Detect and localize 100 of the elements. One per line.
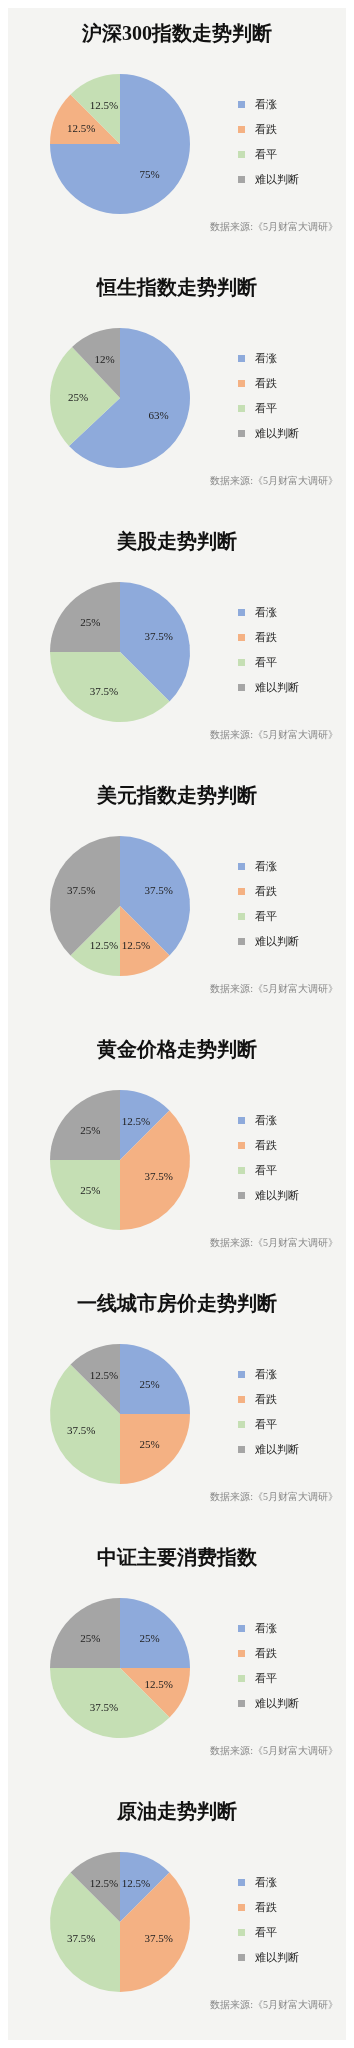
legend-label: 看平 (255, 910, 277, 922)
legend-label: 难以判断 (255, 1951, 299, 1963)
pie-slice (120, 1872, 190, 1992)
legend-label: 看平 (255, 1926, 277, 1938)
legend-label: 看跌 (255, 1393, 277, 1405)
legend-label: 看跌 (255, 1647, 277, 1659)
pie-slice (70, 1852, 120, 1922)
source-note: 数据来源:《5月财富大调研》 (210, 1237, 338, 1248)
chart-title: 原油走势判断 (116, 1800, 237, 1822)
chart-title: 一线城市房价走势判断 (77, 1292, 277, 1314)
legend-label: 看跌 (255, 631, 277, 643)
legend-label: 难以判断 (255, 681, 299, 693)
pie-slice (120, 1090, 170, 1160)
source-note: 数据来源:《5月财富大调研》 (210, 1999, 338, 2010)
legend-label: 看涨 (255, 1876, 277, 1888)
pie-slice (70, 74, 120, 144)
legend-label: 难以判断 (255, 935, 299, 947)
source-note: 数据来源:《5月财富大调研》 (210, 1745, 338, 1756)
data-label: 12.5% (121, 938, 151, 951)
pie-slice (120, 1414, 190, 1484)
legend-label: 看涨 (255, 98, 277, 110)
data-label: 12% (94, 352, 115, 365)
source-note: 数据来源:《5月财富大调研》 (210, 475, 338, 486)
data-label: 75% (139, 167, 160, 180)
data-label: 12.5% (144, 1678, 174, 1691)
data-label: 37.5% (144, 1932, 174, 1945)
legend-label: 难以判断 (255, 427, 299, 439)
pie-slice (120, 1852, 170, 1922)
data-label: 25% (80, 1632, 101, 1645)
source-note: 数据来源:《5月财富大调研》 (210, 221, 338, 232)
legend-label: 看跌 (255, 1139, 277, 1151)
data-label: 12.5% (89, 99, 119, 112)
pie-slice (50, 652, 170, 722)
pie-slice (50, 836, 120, 956)
pie-slice (120, 1668, 190, 1718)
data-label: 37.5% (89, 1700, 119, 1713)
legend-label: 看涨 (255, 606, 277, 618)
data-label: 25% (80, 616, 101, 629)
pie-slice (50, 1598, 120, 1668)
legend-label: 难以判断 (255, 1697, 299, 1709)
data-label: 37.5% (66, 883, 96, 896)
data-label: 37.5% (144, 883, 174, 896)
legend-label: 看平 (255, 656, 277, 668)
data-label: 12.5% (66, 121, 96, 134)
chart-title: 中证主要消费指数 (97, 1546, 258, 1568)
chart-title: 沪深300指数走势判断 (81, 22, 272, 44)
legend-label: 看涨 (255, 1368, 277, 1380)
legend-label: 看涨 (255, 1114, 277, 1126)
pie-slice (120, 1344, 190, 1414)
pie-slice (50, 1872, 120, 1992)
pie-slice (120, 1598, 190, 1668)
pie-slice (50, 74, 190, 214)
data-label: 25% (80, 1183, 101, 1196)
data-label: 63% (148, 408, 169, 421)
pie-slice (50, 1160, 120, 1230)
data-label: 25% (80, 1124, 101, 1137)
pie-slice (70, 1344, 120, 1414)
pie-slice (120, 582, 190, 702)
legend-label: 看涨 (255, 1622, 277, 1634)
legend-label: 看跌 (255, 885, 277, 897)
pie-slice (68, 328, 190, 468)
data-label: 25% (139, 1437, 160, 1450)
source-note: 数据来源:《5月财富大调研》 (210, 983, 338, 994)
legend-label: 难以判断 (255, 173, 299, 185)
chart-title: 恒生指数走势判断 (95, 276, 257, 298)
data-label: 25% (139, 1632, 160, 1645)
pie-slice (120, 1110, 190, 1230)
chart-title: 美元指数走势判断 (96, 784, 257, 806)
data-label: 37.5% (144, 629, 174, 642)
data-label: 37.5% (66, 1932, 96, 1945)
pie-slice (120, 906, 170, 976)
legend-label: 看平 (255, 402, 277, 414)
legend-label: 看跌 (255, 123, 277, 135)
data-label: 12.5% (89, 1369, 119, 1382)
pie-slice (120, 836, 190, 956)
legend-label: 看跌 (255, 377, 277, 389)
data-label: 25% (67, 390, 89, 403)
data-label: 37.5% (144, 1170, 174, 1183)
source-note: 数据来源:《5月财富大调研》 (210, 729, 338, 740)
data-label: 12.5% (121, 1115, 151, 1128)
data-label: 12.5% (121, 1877, 151, 1890)
legend-label: 难以判断 (255, 1189, 299, 1201)
data-label: 37.5% (66, 1424, 96, 1437)
chart-title: 美股走势判断 (116, 530, 237, 552)
chart-title: 黄金价格走势判断 (96, 1038, 257, 1060)
pie-slice (50, 582, 120, 652)
data-label: 25% (139, 1378, 160, 1391)
pie-slice (70, 906, 120, 976)
data-label: 12.5% (89, 938, 119, 951)
legend-label: 看跌 (255, 1901, 277, 1913)
data-label: 37.5% (89, 684, 119, 697)
legend-label: 看平 (255, 148, 277, 160)
pie-slice (50, 346, 120, 446)
legend-label: 看涨 (255, 860, 277, 872)
legend-label: 看平 (255, 1418, 277, 1430)
pie-slice (50, 94, 120, 144)
pie-slice (50, 1090, 120, 1160)
legend-label: 看平 (255, 1672, 277, 1684)
legend-label: 难以判断 (255, 1443, 299, 1455)
legend-label: 看涨 (255, 352, 277, 364)
